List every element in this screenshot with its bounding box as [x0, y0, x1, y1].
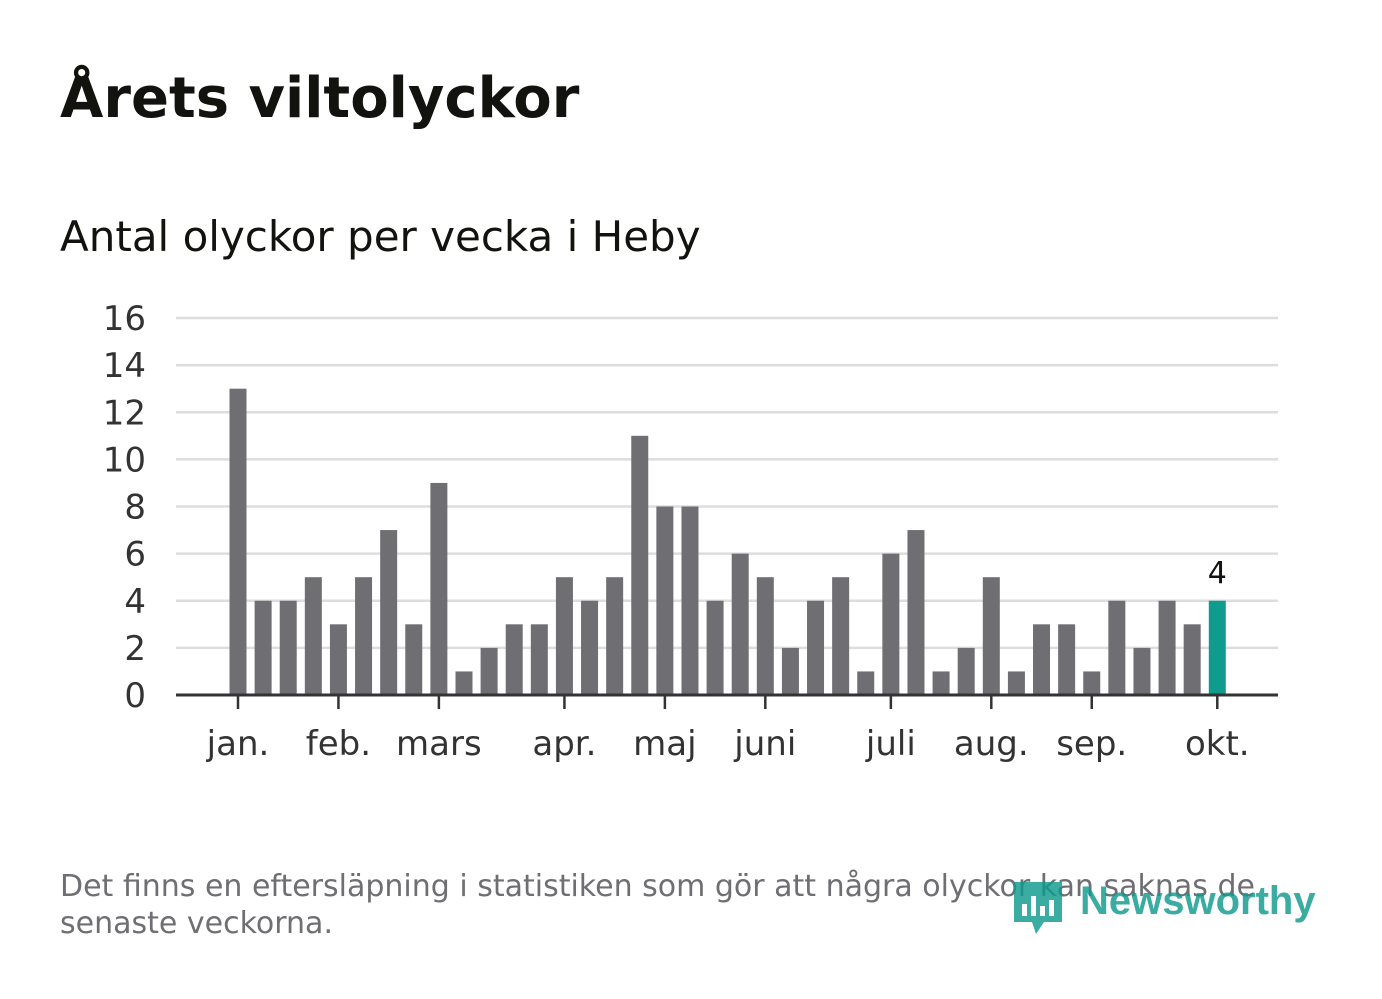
chart-title: Årets viltolyckor — [60, 66, 580, 131]
bar — [430, 482, 448, 695]
x-tick-label: juli — [865, 724, 916, 764]
x-tick-label: maj — [633, 724, 696, 764]
newsworthy-logo: Newsworthy — [1010, 876, 1330, 946]
bar — [1133, 647, 1151, 696]
bar — [229, 388, 247, 695]
y-tick-label: 6 — [124, 535, 146, 575]
newsworthy-logo-icon — [1014, 882, 1062, 934]
bar — [882, 553, 900, 696]
bar — [355, 577, 373, 695]
bar — [1007, 671, 1025, 695]
y-tick-label: 16 — [103, 299, 146, 339]
bar — [781, 647, 799, 696]
bar — [555, 577, 573, 695]
bar — [405, 624, 423, 695]
x-tick-label: jan. — [206, 724, 270, 764]
bar — [957, 647, 975, 696]
y-axis-ticks: 0 2 4 6 8 10 12 14 16 — [103, 299, 146, 716]
bar — [455, 671, 473, 695]
y-tick-label: 4 — [124, 582, 146, 622]
bar — [907, 530, 925, 695]
x-tick-label: aug. — [954, 724, 1029, 764]
data-label: 4 — [1208, 556, 1227, 591]
x-tick-label: apr. — [532, 724, 596, 764]
bar — [1158, 600, 1176, 695]
bar — [606, 577, 624, 695]
bar — [932, 671, 950, 695]
bar-highlight — [1208, 600, 1226, 695]
bar — [530, 624, 548, 695]
bar — [505, 624, 523, 695]
chart-subtitle: Antal olyckor per vecka i Heby — [60, 212, 701, 261]
bar — [631, 435, 649, 695]
bar — [329, 624, 347, 695]
bar — [857, 671, 875, 695]
bar — [1058, 624, 1076, 695]
data-labels: 4 — [1208, 556, 1227, 591]
bar — [982, 577, 1000, 695]
y-tick-label: 8 — [124, 488, 146, 528]
bar — [807, 600, 825, 695]
x-tick-label: okt. — [1185, 724, 1250, 764]
bar-chart: 0 2 4 6 8 10 12 14 16 jan. feb. mars apr. maj juni jul… — [103, 299, 1278, 764]
bar — [731, 553, 749, 696]
bar — [1183, 624, 1201, 695]
y-tick-label: 2 — [124, 629, 146, 669]
bar — [1033, 624, 1051, 695]
y-tick-label: 10 — [103, 440, 146, 480]
x-tick-label: juni — [733, 724, 796, 764]
x-tick-label: feb. — [306, 724, 371, 764]
bar — [380, 530, 398, 695]
x-tick-label: mars — [396, 724, 482, 764]
y-tick-label: 14 — [103, 346, 146, 386]
x-axis-ticks: jan. feb. mars apr. maj juni juli aug. sep. okt. — [206, 695, 1250, 764]
bar — [656, 506, 674, 695]
bar — [480, 647, 498, 696]
bar — [681, 506, 699, 695]
bars — [229, 388, 1226, 696]
bar — [1083, 671, 1101, 695]
bar — [1108, 600, 1126, 695]
bar — [254, 600, 272, 695]
bar — [581, 600, 599, 695]
y-tick-label: 0 — [124, 676, 146, 716]
newsworthy-logo-text: Newsworthy — [1080, 879, 1316, 923]
x-tick-label: sep. — [1056, 724, 1127, 764]
bar — [832, 577, 850, 695]
bar — [279, 600, 297, 695]
bar — [706, 600, 724, 695]
bar — [756, 577, 774, 695]
bar — [304, 577, 322, 695]
gridlines — [176, 316, 1278, 650]
y-tick-label: 12 — [103, 393, 146, 433]
